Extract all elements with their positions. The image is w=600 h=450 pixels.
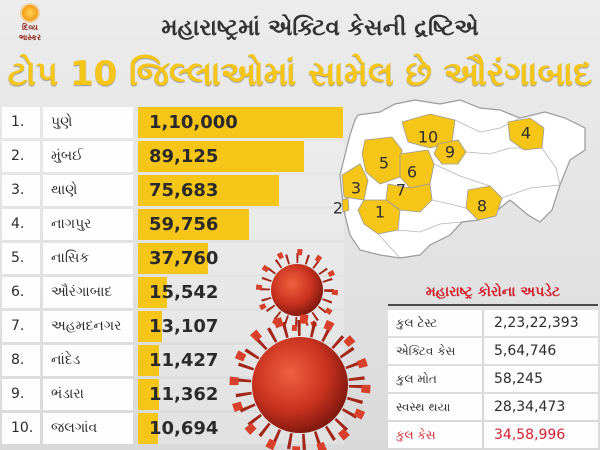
table-row-total: કુલ કેસ 34,58,996 xyxy=(388,422,598,448)
bar xyxy=(138,345,159,376)
virus-icon-large xyxy=(229,314,371,450)
bar xyxy=(138,311,162,342)
rank-label: 1. xyxy=(2,107,40,138)
rank-label: 3. xyxy=(2,175,40,206)
rank-label: 10. xyxy=(2,413,40,444)
bar xyxy=(138,175,279,206)
map-label: 10 xyxy=(418,128,438,147)
district-label: જલગાંવ xyxy=(43,413,133,444)
row-value: 34,58,996 xyxy=(484,422,598,448)
rank-label: 8. xyxy=(2,345,40,376)
map-labels: 10 4 9 5 6 3 7 2 1 8 xyxy=(333,124,531,222)
map-label: 6 xyxy=(407,163,417,182)
district-label: પુણે xyxy=(43,107,133,138)
district-nagpur xyxy=(507,117,545,151)
header-title-line1: મહારાષ્ટ્રમાં એક્ટિવ કેસની દ્રષ્ટિએ xyxy=(161,15,479,41)
district-label: થાણે xyxy=(43,175,133,206)
map-label: 3 xyxy=(351,179,361,198)
district-mumbai xyxy=(341,197,350,213)
virus-icon-small xyxy=(256,249,338,331)
value-label: 15,542 xyxy=(149,282,219,303)
virus-illustration xyxy=(229,249,371,450)
bar-row: 2. મુંબઈ 89,125 xyxy=(0,141,346,172)
bar-row: 4. નાગપુર 59,756 xyxy=(0,209,346,240)
rank-label: 6. xyxy=(2,277,40,308)
bar-row: 1. પુણે 1,10,000 xyxy=(0,107,346,138)
value-label: 11,427 xyxy=(149,350,219,371)
value-label: 11,362 xyxy=(149,384,219,405)
sun-icon xyxy=(22,5,38,21)
map-label: 5 xyxy=(379,154,389,173)
row-label: એક્ટિવ કેસ xyxy=(388,338,484,364)
update-table-title: મહારાષ્ટ્ર કોરોના અપડેટ xyxy=(388,280,598,306)
value-label: 13,107 xyxy=(149,316,219,337)
table-row: સ્વસ્થ થયા 28,34,473 xyxy=(388,394,598,420)
district-label: મુંબઈ xyxy=(43,141,133,172)
bar xyxy=(138,107,343,138)
district-label: ભંડારા xyxy=(43,379,133,410)
row-label: કુલ કેસ xyxy=(388,422,484,448)
rank-label: 5. xyxy=(2,243,40,274)
rank-label: 2. xyxy=(2,141,40,172)
bar-row: 5. નાસિક 37,760 xyxy=(0,243,346,274)
district-label: અહમદનગર xyxy=(43,311,133,342)
bar xyxy=(138,141,304,172)
highlighted-districts xyxy=(341,113,545,235)
map-label: 2 xyxy=(333,199,343,218)
district-nashik xyxy=(361,136,403,185)
bar-row: 8. નાંદેડ 11,427 xyxy=(0,345,346,376)
district-pune xyxy=(357,199,401,235)
district-label: ઔરંગાબાદ xyxy=(43,277,133,308)
district-label: નાંદેડ xyxy=(43,345,133,376)
bar-track xyxy=(138,311,344,342)
map-label: 1 xyxy=(375,203,385,222)
header-title-line2: ટોપ 10 જિલ્લાઓમાં સામેલ છે ઔરંગાબાદ xyxy=(7,54,593,94)
row-label: સ્વસ્થ થયા xyxy=(388,394,484,420)
update-table: મહારાષ્ટ્ર કોરોના અપડેટ કુલ ટેસ્ટ 2,23,2… xyxy=(388,280,598,450)
table-row: કુલ મોત 58,245 xyxy=(388,366,598,392)
table-row: એક્ટિવ કેસ 5,64,746 xyxy=(388,338,598,364)
rank-label: 9. xyxy=(2,379,40,410)
row-value: 58,245 xyxy=(484,366,598,392)
logo: દિવ્ય ભાસ્કર xyxy=(8,5,52,45)
maharashtra-map: 10 4 9 5 6 3 7 2 1 8 xyxy=(333,99,586,259)
value-label: 10,694 xyxy=(149,418,219,439)
map-label: 8 xyxy=(477,197,487,216)
bar-row: 3. થાણે 75,683 xyxy=(0,175,346,206)
rank-label: 7. xyxy=(2,311,40,342)
row-value: 28,34,473 xyxy=(484,394,598,420)
bar xyxy=(138,413,158,444)
bar xyxy=(138,379,159,410)
bar-row: 6. ઔરંગાબાદ 15,542 xyxy=(0,277,346,308)
logo-text-line1: દિવ્ય xyxy=(22,23,38,32)
bar-row: 7. અહમદનગર 13,107 xyxy=(0,311,346,342)
value-label: 1,10,000 xyxy=(149,112,238,133)
row-value: 2,23,22,393 xyxy=(484,310,598,336)
bar xyxy=(138,209,249,240)
rank-label: 4. xyxy=(2,209,40,240)
bar xyxy=(138,277,167,308)
district-bhandara xyxy=(433,139,467,165)
district-nanded xyxy=(465,185,503,221)
district-label: નાસિક xyxy=(43,243,133,274)
row-label: કુલ ટેસ્ટ xyxy=(388,310,484,336)
table-row: કુલ ટેસ્ટ 2,23,22,393 xyxy=(388,310,598,336)
row-label: કુલ મોત xyxy=(388,366,484,392)
map-label: 9 xyxy=(445,143,455,162)
value-label: 59,756 xyxy=(149,214,219,235)
value-label: 75,683 xyxy=(149,180,219,201)
bar xyxy=(138,243,208,274)
map-label: 7 xyxy=(396,181,406,200)
row-value: 5,64,746 xyxy=(484,338,598,364)
logo-text-line2: ભાસ્કર xyxy=(18,33,42,42)
value-label: 89,125 xyxy=(149,146,219,167)
district-thane xyxy=(341,163,369,201)
map-label: 4 xyxy=(521,124,531,143)
bar-chart: 1. પુણે 1,10,000 2. મુંબઈ 89,125 3. થાણે 75,683 4… xyxy=(0,107,346,445)
district-label: નાગપુર xyxy=(43,209,133,240)
value-label: 37,760 xyxy=(149,248,219,269)
